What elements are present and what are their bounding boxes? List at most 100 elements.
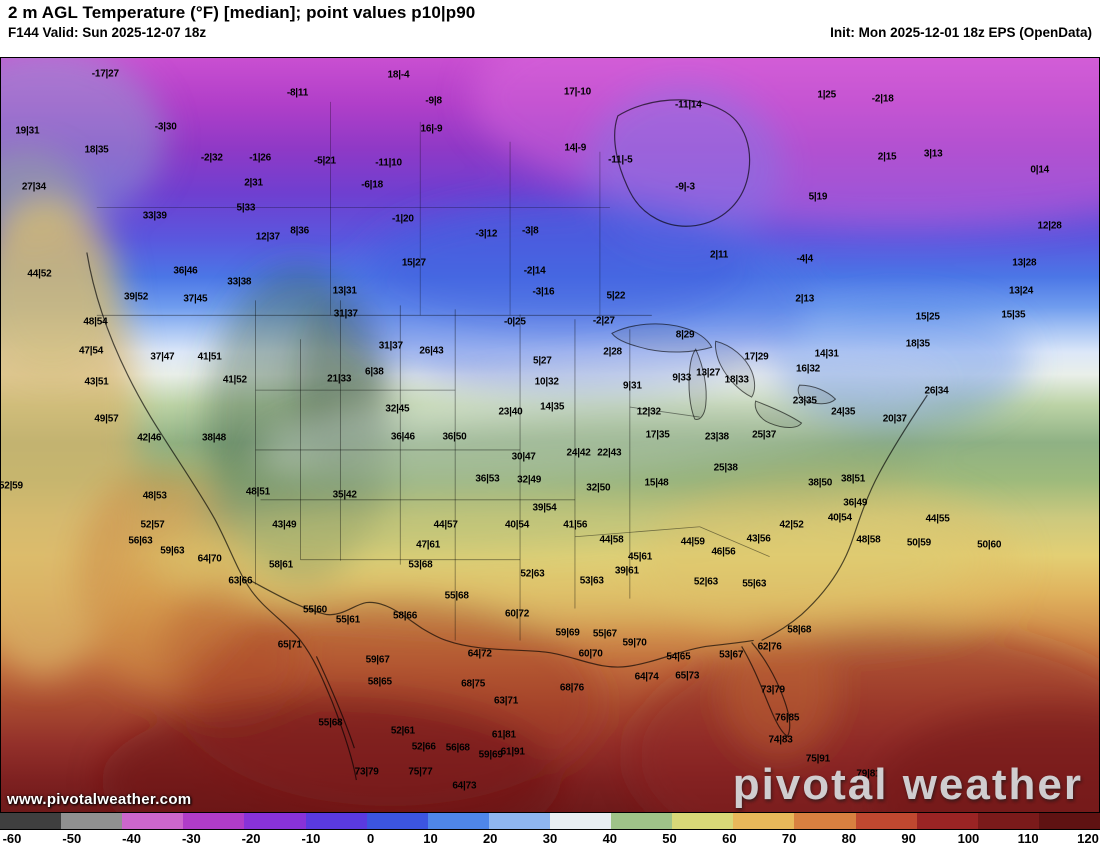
- point-value-label: 5|27: [532, 355, 552, 367]
- point-value-label: 25|38: [713, 462, 738, 474]
- point-value-label: -9|-3: [675, 181, 695, 193]
- point-value-label: 60|72: [505, 608, 530, 620]
- point-value-label: 55|67: [592, 628, 617, 640]
- point-value-label: 13|24: [1009, 285, 1034, 297]
- point-value-label: 14|31: [814, 348, 839, 360]
- point-value-label: 18|35: [84, 144, 109, 156]
- point-value-label: 43|49: [272, 519, 297, 531]
- point-value-label: 13|31: [332, 285, 357, 297]
- point-value-label: 24|42: [566, 447, 591, 459]
- point-value-label: -3|8: [522, 225, 539, 237]
- colorbar-tick-label: 60: [722, 831, 737, 846]
- valid-time-label: F144 Valid: Sun 2025-12-07 18z: [8, 25, 207, 40]
- point-value-label: 73|79: [354, 766, 379, 778]
- point-value-label: 59|70: [622, 637, 647, 649]
- point-value-label: 68|75: [461, 678, 486, 690]
- point-value-label: 46|56: [711, 546, 736, 558]
- point-value-label: 18|-4: [387, 69, 410, 81]
- point-value-label: 58|66: [393, 610, 418, 622]
- colorbar-tick-label: 80: [841, 831, 857, 846]
- point-value-label: 9|31: [623, 380, 642, 392]
- point-value-label: 44|57: [433, 519, 458, 531]
- point-value-label: 49|57: [94, 413, 119, 425]
- temperature-map[interactable]: -17|27 -8|11 18|-4 -9|8 17|-10 -11|14 1|25 -2|1…: [0, 57, 1100, 813]
- point-value-label: 61|81: [491, 729, 516, 741]
- coastlines: [86, 99, 928, 781]
- point-value-label: -9|8: [425, 95, 442, 107]
- colorbar-tick-label: -30: [181, 831, 201, 846]
- colorbar-strip: [0, 813, 1100, 830]
- colorbar-segment: [611, 813, 673, 829]
- point-value-label: 22|43: [597, 447, 622, 459]
- point-value-label: 55|68: [444, 590, 469, 602]
- colorbar-tick-label: 110: [1017, 831, 1039, 846]
- colorbar-segment: [916, 813, 978, 829]
- point-value-label: 36|46: [173, 265, 198, 277]
- colorbar-segment: [61, 813, 123, 829]
- point-value-label: 38|48: [201, 432, 227, 444]
- point-value-label: 39|52: [124, 291, 149, 303]
- colorbar-segment: [672, 813, 734, 829]
- point-value-label: 38|50: [808, 477, 833, 489]
- point-value-label: 12|32: [636, 406, 661, 418]
- colorbar-segment: [977, 813, 1039, 829]
- colorbar-tick-label: 50: [662, 831, 677, 846]
- point-value-label: 32|45: [385, 403, 410, 415]
- point-value-label: 13|28: [1012, 257, 1037, 269]
- point-value-label: 12|37: [255, 231, 280, 243]
- point-value-label: 31|37: [378, 340, 403, 352]
- point-value-label: 55|63: [742, 578, 767, 590]
- temperature-colorbar: -60 -50 -40 -30 -20 -10 0 10 20 30 40 50 60 70 80 90 100…: [0, 813, 1100, 850]
- point-value-label: 14|-9: [564, 142, 587, 154]
- colorbar-tick-label: -40: [122, 831, 141, 846]
- colorbar-ticks: -60 -50 -40 -30 -20 -10 0 10 20 30 40 50 60 70 80 90 100…: [3, 830, 1099, 849]
- point-value-label: 55|61: [335, 614, 360, 626]
- point-value-label: 44|59: [680, 536, 705, 548]
- point-value-label: 64|74: [634, 671, 659, 683]
- point-value-label: 32|49: [517, 474, 542, 486]
- init-time-label: Init: Mon 2025-12-01 18z EPS (OpenData): [830, 25, 1092, 40]
- point-value-label: 48|51: [245, 486, 270, 498]
- point-value-label: 8|29: [675, 329, 695, 341]
- point-value-label: 43|51: [84, 376, 109, 388]
- colorbar-tick-label: 120: [1077, 831, 1099, 846]
- point-value-label: 2|28: [603, 346, 622, 358]
- point-value-label: -5|21: [313, 155, 336, 167]
- colorbar-segment: [855, 813, 917, 829]
- point-value-label: 44|55: [925, 513, 950, 525]
- point-value-label: 55|60: [302, 604, 328, 616]
- point-value-label: 55|68: [318, 717, 343, 729]
- colorbar-segment: [122, 813, 184, 829]
- point-value-label: 2|11: [710, 249, 729, 261]
- point-value-label: 36|50: [442, 431, 467, 443]
- point-value-label: 62|76: [757, 641, 782, 653]
- point-value-label: 50|60: [977, 539, 1002, 551]
- province-borders: [96, 101, 610, 318]
- point-value-label: 48|54: [83, 316, 108, 328]
- point-value-label: -2|18: [871, 93, 894, 105]
- point-value-label: 23|35: [792, 395, 817, 407]
- point-value-label: -1|26: [249, 152, 272, 164]
- point-value-label: -2|32: [200, 152, 223, 164]
- colorbar-tick-label: 90: [901, 831, 916, 846]
- point-value-label: 33|39: [142, 210, 167, 222]
- point-value-label: 44|58: [599, 534, 624, 546]
- point-value-label: 15|35: [1001, 309, 1026, 321]
- point-value-label: 56|63: [128, 535, 153, 547]
- point-value-label: 52|66: [411, 741, 436, 753]
- point-value-label: 37|45: [183, 293, 208, 305]
- point-value-label: 39|54: [532, 502, 557, 514]
- point-value-label: 23|38: [704, 431, 729, 443]
- point-value-label: 36|53: [475, 473, 500, 485]
- point-value-label: 65|71: [277, 639, 302, 651]
- point-value-label: 58|68: [787, 624, 812, 636]
- point-value-label: 26|34: [924, 385, 949, 397]
- point-value-label: 74|83: [768, 734, 793, 746]
- colorbar-tick-label: 40: [602, 831, 618, 846]
- point-value-label: -6|18: [361, 179, 384, 191]
- point-value-label: 26|43: [419, 345, 444, 357]
- point-value-label: 14|35: [540, 401, 565, 413]
- point-value-label: 32|50: [586, 482, 611, 494]
- colorbar-tick-label: 30: [542, 831, 558, 846]
- point-value-label: 24|35: [831, 406, 856, 418]
